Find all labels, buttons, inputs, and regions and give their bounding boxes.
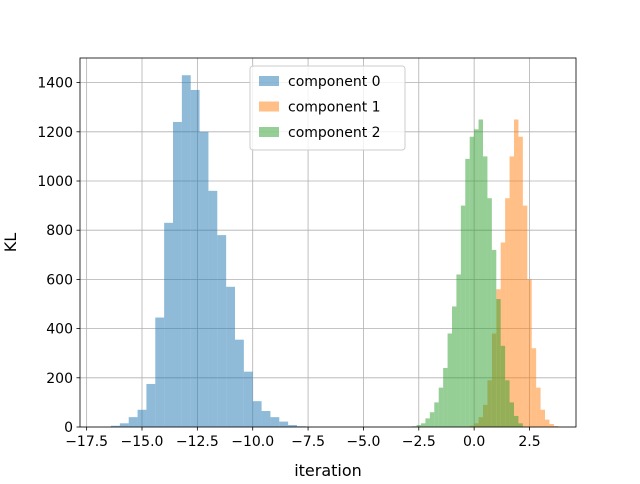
legend: component 0 component 1 component 2 xyxy=(249,65,406,151)
legend-swatch xyxy=(259,127,279,137)
legend-swatch xyxy=(259,101,279,112)
legend-box xyxy=(249,65,406,151)
histogram-bar xyxy=(545,419,550,427)
histogram-bar xyxy=(483,156,488,427)
y-tick-label: 0 xyxy=(64,420,73,436)
histogram-bar xyxy=(252,401,262,427)
histogram-bar xyxy=(509,156,514,427)
histogram-bar xyxy=(553,426,559,427)
histogram-bar xyxy=(514,119,519,427)
x-tick-label: 0.0 xyxy=(463,434,485,450)
histogram-bar xyxy=(518,423,523,427)
histogram-bar xyxy=(421,423,426,427)
y-axis-label: KL xyxy=(1,233,20,252)
y-tick-label: 1200 xyxy=(37,125,73,141)
series-0-bars xyxy=(111,75,306,428)
histogram-bar xyxy=(505,380,510,427)
histogram-bar xyxy=(199,131,209,428)
histogram-bar xyxy=(217,235,227,427)
x-tick-label: −2.5 xyxy=(402,434,436,450)
histogram-bar xyxy=(111,425,120,427)
histogram-bar xyxy=(549,424,554,427)
histogram-bar xyxy=(261,411,271,427)
histogram-bar xyxy=(443,367,448,427)
histogram-bar xyxy=(478,119,483,427)
histogram-bar xyxy=(527,279,532,427)
histogram-bar xyxy=(496,299,501,427)
histogram-bar xyxy=(505,198,510,427)
histogram-bar xyxy=(491,249,497,427)
histogram-bar xyxy=(128,417,138,427)
bars-layer xyxy=(111,75,559,428)
histogram-bar xyxy=(429,412,435,427)
histogram-bar xyxy=(279,421,289,427)
histogram-bar xyxy=(500,242,506,427)
x-tick-label: −17.5 xyxy=(65,434,108,450)
histogram-bar xyxy=(119,423,129,427)
histogram-bar xyxy=(465,158,470,428)
histogram-bar xyxy=(235,339,244,427)
x-tick-label: 2.5 xyxy=(518,434,540,450)
histogram-bar xyxy=(536,387,541,427)
y-tick-label: 800 xyxy=(46,223,73,239)
histogram-bar xyxy=(164,222,173,427)
histogram-bar xyxy=(208,190,218,427)
histogram-bar xyxy=(190,89,200,427)
histogram-bar xyxy=(500,345,506,427)
histogram-bar xyxy=(509,402,514,427)
histogram-bar xyxy=(487,198,492,427)
histogram-bar xyxy=(438,387,444,427)
histogram-bar xyxy=(416,425,421,427)
legend-label: component 1 xyxy=(288,100,381,116)
histogram-bar xyxy=(474,129,479,427)
histogram-bar xyxy=(518,136,523,427)
x-tick-label: −5.0 xyxy=(346,434,380,450)
x-tick-label: −15.0 xyxy=(121,434,164,450)
histogram-bar xyxy=(531,348,537,427)
histogram-bar xyxy=(522,205,528,427)
histogram-bar xyxy=(514,415,519,427)
histogram-bar xyxy=(243,371,253,427)
histogram-bar xyxy=(270,417,280,427)
legend-label: component 2 xyxy=(288,125,381,141)
histogram-bar xyxy=(540,409,545,427)
series-2-bars xyxy=(412,119,523,428)
x-tick-label: −7.5 xyxy=(291,434,325,450)
histogram-bar xyxy=(447,333,452,427)
histogram-bar xyxy=(181,75,191,427)
y-tick-label: 400 xyxy=(46,322,73,338)
histogram-bar xyxy=(155,317,165,427)
x-tick-label: −12.5 xyxy=(176,434,219,450)
histogram-bar xyxy=(146,383,156,427)
plot-frame xyxy=(79,57,577,428)
histogram-bar xyxy=(456,274,461,427)
legend-label: component 0 xyxy=(288,74,381,90)
histogram-bar xyxy=(460,205,466,427)
y-tick-label: 1000 xyxy=(37,174,73,190)
y-tick-label: 600 xyxy=(46,272,73,288)
histogram-bar xyxy=(288,425,297,427)
histogram-bar xyxy=(226,286,235,427)
x-tick-label: −10.0 xyxy=(231,434,274,450)
y-tick-label: 1400 xyxy=(37,76,73,92)
y-tick-label: 200 xyxy=(46,371,73,387)
ticks-layer: −17.5 −15.0 −12.5 −10.0 −7.5 −5.0 −2.5 0.0 2.5 0 2… xyxy=(37,76,540,450)
histogram-bar xyxy=(469,136,475,427)
histogram-bar xyxy=(173,121,182,428)
x-axis-label: iteration xyxy=(294,461,362,480)
histogram-bar xyxy=(452,306,457,427)
histogram-bar xyxy=(137,409,147,427)
histogram-bar xyxy=(425,418,430,427)
histogram-bar xyxy=(434,402,439,427)
legend-swatch xyxy=(259,76,279,86)
